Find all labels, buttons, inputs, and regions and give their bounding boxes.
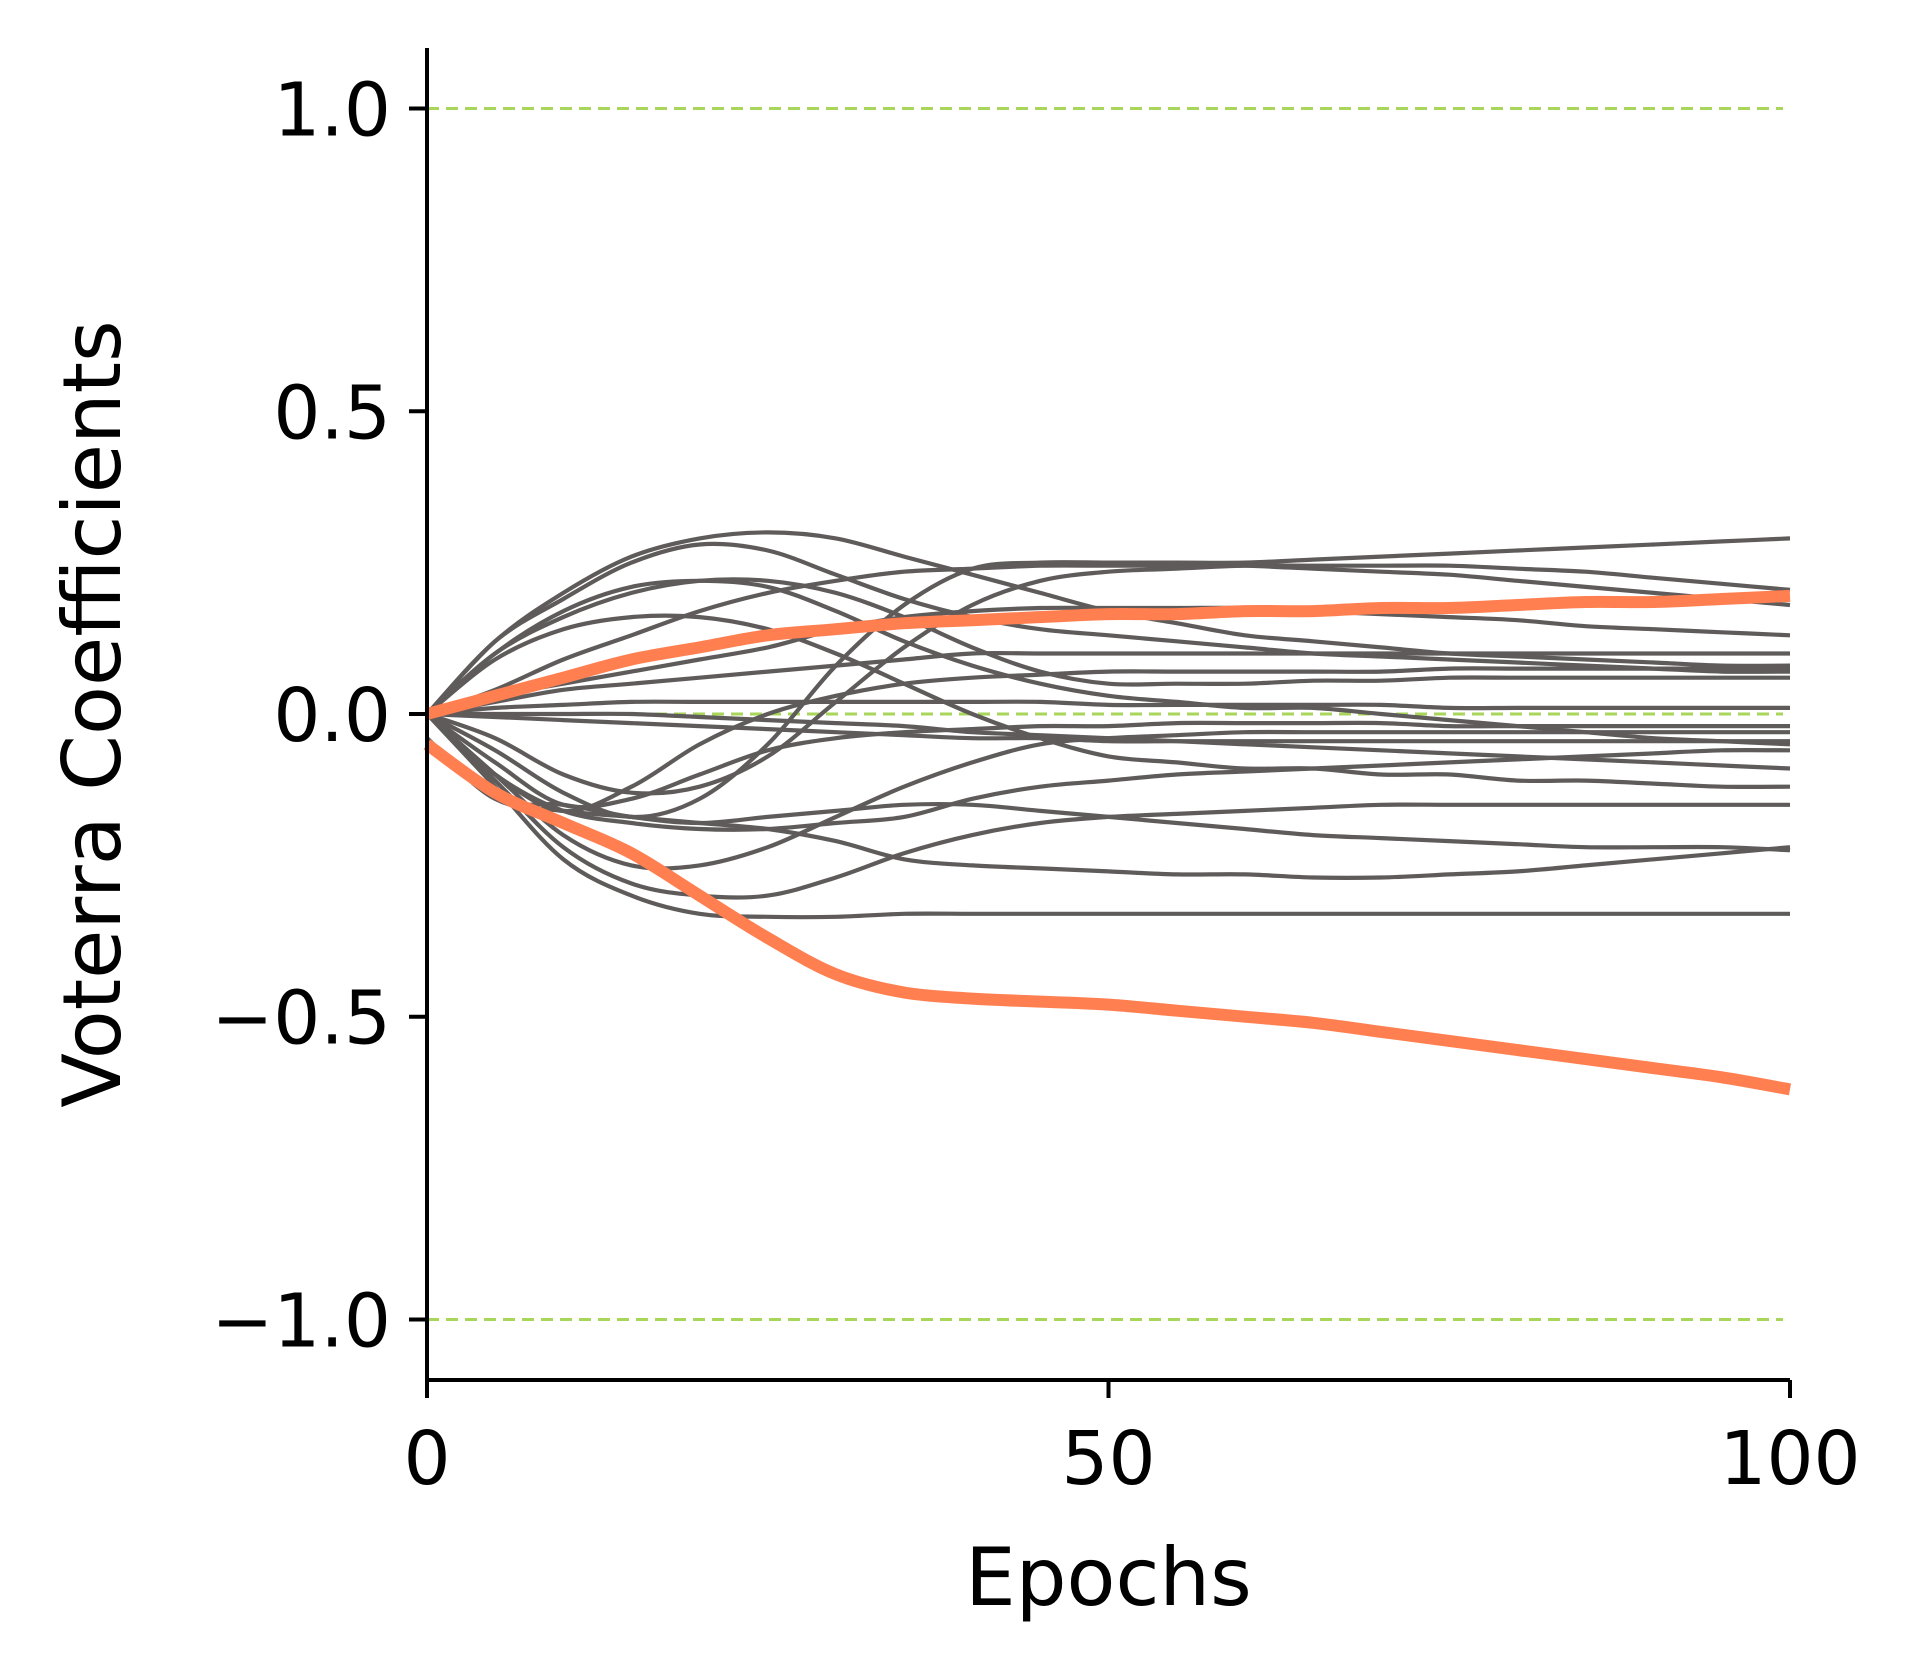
highlight-series-line-0 — [423, 739, 1792, 1096]
x-tick-label-1: 50 — [1061, 1416, 1155, 1502]
y-tick-label-1: 0.5 — [273, 370, 391, 456]
series-line-15 — [425, 712, 1790, 810]
y-tick-label-4: −1.0 — [211, 1278, 391, 1364]
y-tick-label-0: 1.0 — [273, 68, 391, 154]
series-line-10 — [426, 536, 1791, 820]
series-line-3 — [425, 541, 1791, 716]
series-line-5 — [425, 613, 1791, 790]
series-line-22 — [427, 711, 1791, 771]
y-tick-label-2: 0.0 — [273, 673, 391, 759]
series-line-19 — [425, 712, 1790, 900]
series-line-12 — [426, 699, 1790, 717]
series-line-7 — [426, 605, 1791, 717]
x-tick-label-2: 100 — [1719, 1416, 1860, 1502]
x-ticks: 0 50 100 — [403, 1380, 1861, 1502]
x-tick-label-0: 0 — [403, 1416, 450, 1502]
series-line-8 — [426, 563, 1791, 716]
series-line-6 — [425, 577, 1790, 716]
y-ticks: 1.0 0.5 0.0 −0.5 −1.0 — [211, 68, 427, 1364]
series-line-11 — [426, 650, 1790, 717]
series-line-2 — [425, 530, 1791, 716]
series-lines — [423, 530, 1792, 1096]
series-line-20 — [425, 712, 1790, 920]
x-axis-label: Epochs — [965, 1531, 1252, 1624]
reference-lines — [427, 107, 1783, 1321]
y-axis-label: Voterra Coefficients — [46, 320, 139, 1107]
series-line-13 — [426, 711, 1790, 744]
highlight-series-line-1 — [425, 589, 1791, 720]
series-line-14 — [425, 666, 1790, 814]
y-tick-label-3: −0.5 — [211, 976, 391, 1062]
